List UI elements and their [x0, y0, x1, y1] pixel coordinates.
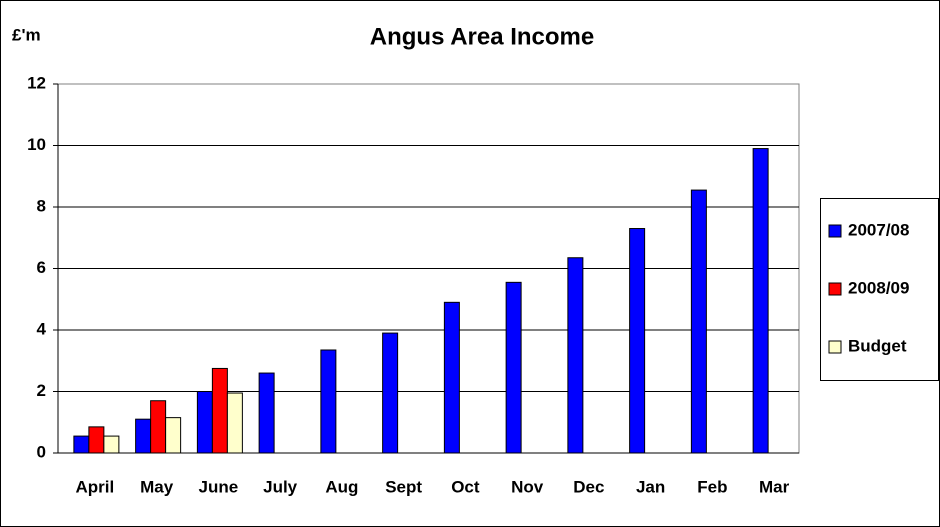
legend-label: 2007/08 [848, 220, 909, 239]
legend-swatch [828, 224, 842, 238]
bar [443, 301, 460, 454]
y-tick-label: 2 [37, 381, 46, 400]
chart-title: Angus Area Income [370, 23, 595, 50]
bar [135, 418, 152, 454]
x-tick-label: Dec [573, 477, 604, 496]
bar [258, 372, 275, 454]
y-tick-label: 4 [37, 319, 47, 338]
bar [88, 426, 105, 454]
bar [211, 367, 228, 454]
x-tick-label: Nov [511, 477, 544, 496]
x-tick-label: Mar [759, 477, 790, 496]
x-tick-label: Jan [636, 477, 665, 496]
bar [165, 417, 182, 454]
legend-label: 2008/09 [848, 278, 909, 297]
legend-swatch [828, 340, 842, 354]
x-tick-label: Sept [385, 477, 422, 496]
x-tick-label: May [140, 477, 174, 496]
bar [320, 349, 337, 454]
x-tick-label: Aug [325, 477, 358, 496]
bar [690, 189, 707, 454]
x-tick-label: Oct [451, 477, 480, 496]
y-tick-label: 12 [27, 73, 46, 92]
bar [382, 332, 399, 454]
bar [752, 148, 769, 454]
y-tick-label: 0 [37, 442, 46, 461]
x-tick-label: April [76, 477, 115, 496]
bar [196, 391, 213, 454]
legend-label: Budget [848, 336, 907, 355]
bar [73, 435, 90, 454]
x-tick-label: July [263, 477, 298, 496]
bar [226, 392, 243, 454]
x-tick-label: June [199, 477, 239, 496]
x-tick-label: Feb [697, 477, 727, 496]
legend-swatch [828, 282, 842, 296]
y-tick-label: 10 [27, 135, 46, 154]
bar [567, 257, 584, 454]
bar [150, 400, 167, 454]
y-tick-label: 8 [37, 196, 46, 215]
bar [629, 228, 646, 454]
y-tick-label: 6 [37, 258, 46, 277]
bar [103, 435, 120, 454]
y-axis-label: £'m [12, 25, 41, 44]
bar [505, 281, 522, 454]
